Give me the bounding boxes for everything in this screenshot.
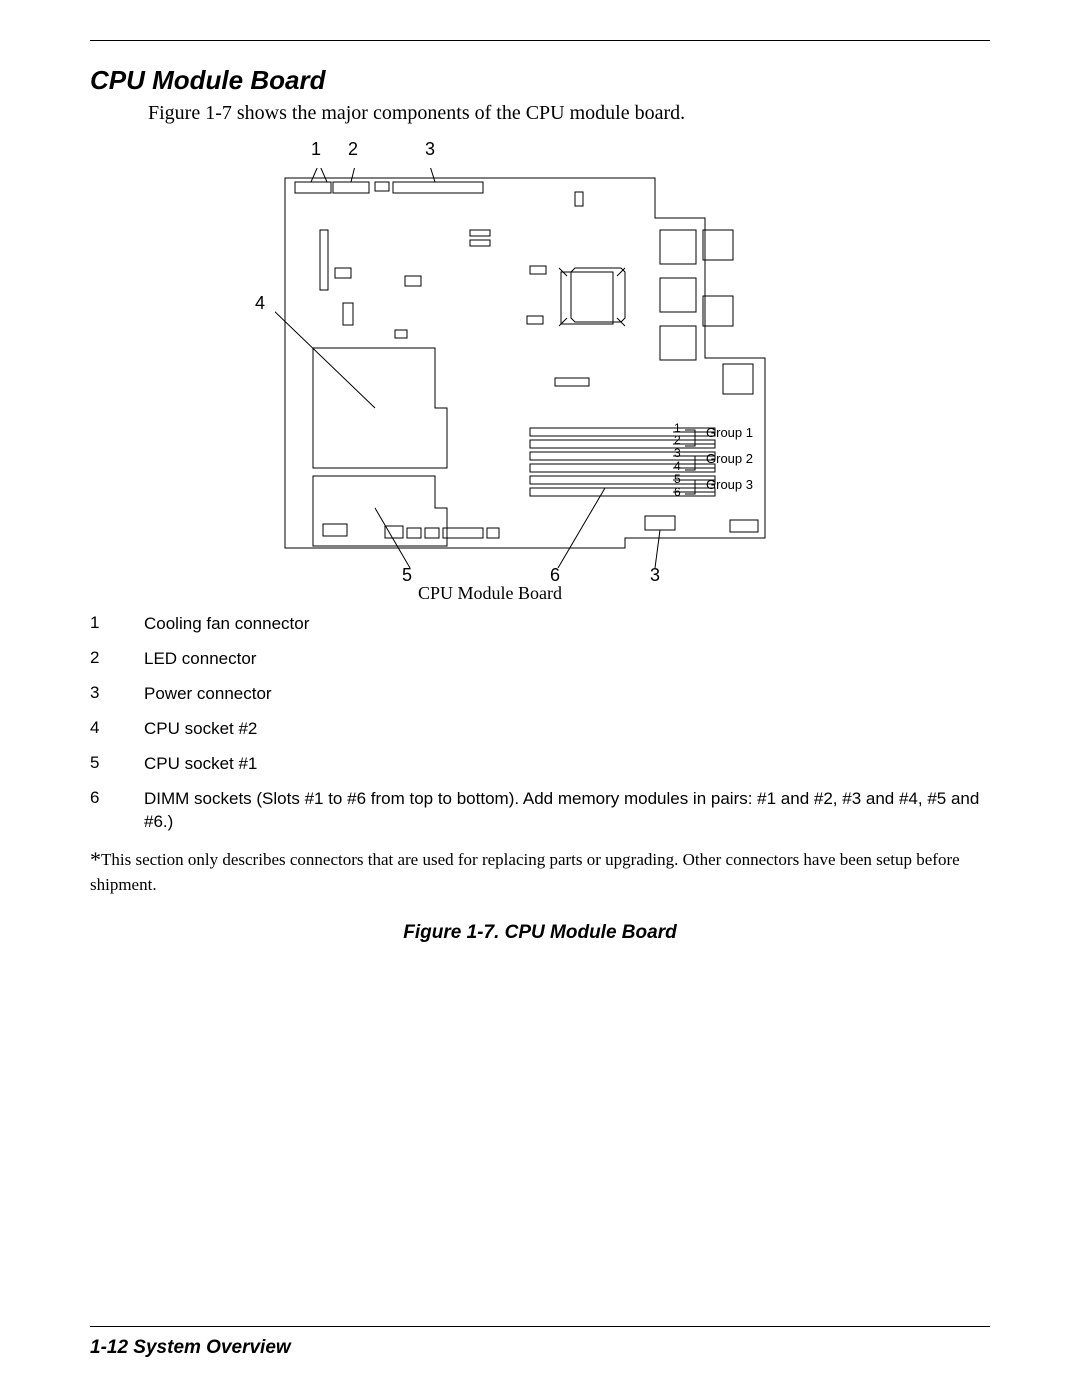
legend-num: 1 [90,613,144,636]
legend-row: 1 Cooling fan connector [90,613,990,636]
intro-text: Figure 1-7 shows the major components of… [148,102,990,125]
legend-num: 2 [90,648,144,671]
callout-3-top: 3 [425,139,435,160]
page-footer: 1-12 System Overview [90,1326,990,1359]
legend-num: 4 [90,718,144,741]
legend-text: DIMM sockets (Slots #1 to #6 from top to… [144,788,990,834]
legend-row: 3 Power connector [90,683,990,706]
callout-1-top: 1 [311,139,321,160]
legend-num: 5 [90,753,144,776]
figure-caption: Figure 1-7. CPU Module Board [90,922,990,944]
callout-2-top: 2 [348,139,358,160]
footnote-text: This section only describes connectors t… [90,850,960,895]
footer-rule [90,1326,990,1327]
board-diagram [275,168,775,568]
legend-text: Cooling fan connector [144,613,990,636]
top-rule [90,40,990,41]
callout-4-left: 4 [255,293,265,314]
legend-num: 3 [90,683,144,706]
footnote: *This section only describes connectors … [90,846,990,897]
legend-row: 4 CPU socket #2 [90,718,990,741]
figure-sub-label: CPU Module Board [210,583,770,604]
legend-text: CPU socket #2 [144,718,990,741]
legend-num: 6 [90,788,144,834]
legend-row: 6 DIMM sockets (Slots #1 to #6 from top … [90,788,990,834]
section-heading: CPU Module Board [90,65,990,96]
page: CPU Module Board Figure 1-7 shows the ma… [0,0,1080,1397]
legend-list: 1 Cooling fan connector 2 LED connector … [90,613,990,834]
legend-text: CPU socket #1 [144,753,990,776]
legend-row: 5 CPU socket #1 [90,753,990,776]
footnote-asterisk: * [90,847,101,872]
legend-text: Power connector [144,683,990,706]
legend-row: 2 LED connector [90,648,990,671]
legend-text: LED connector [144,648,990,671]
footer-text: 1-12 System Overview [90,1337,990,1359]
figure: 1 2 3 4 5 6 3 1 2 3 4 5 6 Group 1 Group … [210,133,770,593]
